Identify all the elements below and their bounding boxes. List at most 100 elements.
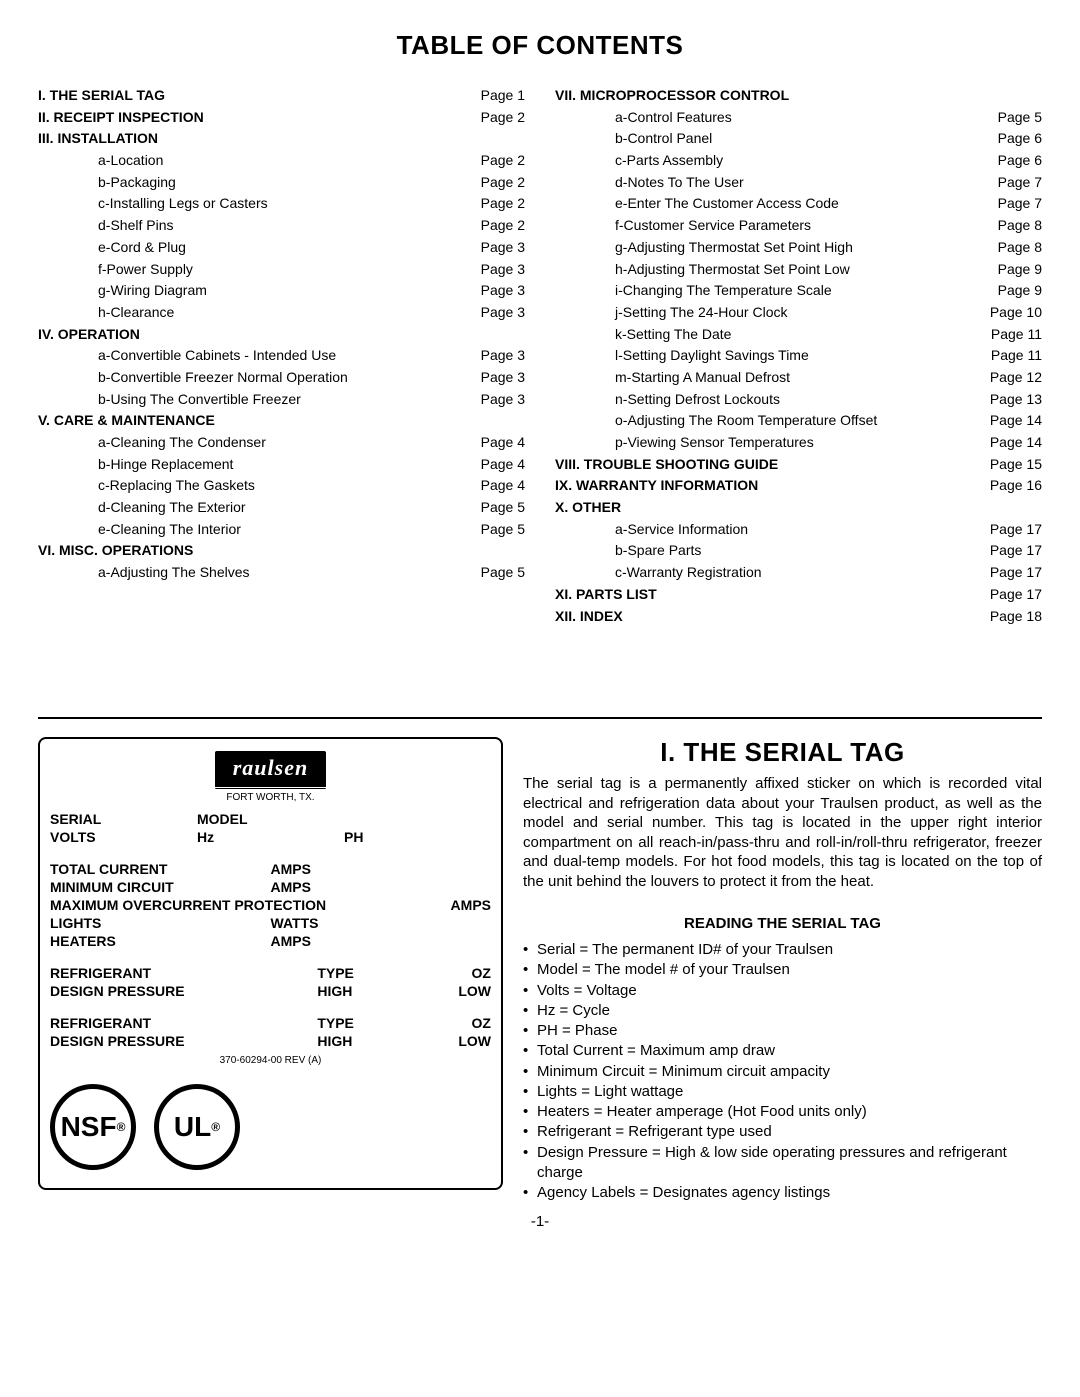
toc-page: Page 2: [471, 150, 525, 172]
toc-label: k-Setting The Date: [555, 324, 731, 346]
toc-label: e-Cleaning The Interior: [38, 519, 241, 541]
toc-page: Page 5: [988, 107, 1042, 129]
toc-row: c-Installing Legs or CastersPage 2: [38, 193, 525, 215]
toc-label: a-Service Information: [555, 519, 748, 541]
bullet-item: •Design Pressure = High & low side opera…: [523, 1143, 1042, 1184]
toc-label: d-Notes To The User: [555, 172, 744, 194]
toc-page: Page 10: [980, 302, 1042, 324]
toc-row: b-Control PanelPage 6: [555, 128, 1042, 150]
tag-design-pressure-label-2: DESIGN PRESSURE: [50, 1033, 317, 1049]
brand-location: FORT WORTH, TX.: [50, 792, 491, 803]
toc-label: f-Power Supply: [38, 259, 193, 281]
bullet-dot-icon: •: [523, 940, 537, 960]
toc-page: Page 3: [471, 259, 525, 281]
toc-row: b-Convertible Freezer Normal OperationPa…: [38, 367, 525, 389]
toc-label: VII. MICROPROCESSOR CONTROL: [555, 85, 789, 107]
toc-page: Page 8: [988, 215, 1042, 237]
toc-label: a-Adjusting The Shelves: [38, 562, 250, 584]
bullet-item: •Minimum Circuit = Minimum circuit ampac…: [523, 1062, 1042, 1082]
tag-type-label-2: TYPE: [317, 1015, 451, 1031]
toc-label: h-Adjusting Thermostat Set Point Low: [555, 259, 850, 281]
toc-label: n-Setting Defrost Lockouts: [555, 389, 780, 411]
toc-label: VI. MISC. OPERATIONS: [38, 540, 193, 562]
brand-logo: raulsen: [215, 751, 326, 790]
toc-page: Page 5: [471, 497, 525, 519]
toc-label: f-Customer Service Parameters: [555, 215, 811, 237]
toc-label: e-Cord & Plug: [38, 237, 186, 259]
tag-type-label: TYPE: [317, 965, 451, 981]
toc-label: VIII. TROUBLE SHOOTING GUIDE: [555, 454, 778, 476]
toc-row: VII. MICROPROCESSOR CONTROL: [555, 85, 1042, 107]
toc-page: Page 2: [471, 215, 525, 237]
toc-page: Page 17: [980, 519, 1042, 541]
toc-row: d-Notes To The UserPage 7: [555, 172, 1042, 194]
toc-page: Page 11: [981, 345, 1042, 367]
bullet-text: Design Pressure = High & low side operat…: [537, 1143, 1042, 1184]
toc-page: Page 7: [988, 193, 1042, 215]
serial-tag-description: I. THE SERIAL TAG The serial tag is a pe…: [523, 737, 1042, 1203]
toc-row: XI. PARTS LISTPage 17: [555, 584, 1042, 606]
bullet-dot-icon: •: [523, 1183, 537, 1203]
divider: [38, 717, 1042, 719]
toc-page: Page 16: [980, 475, 1042, 497]
toc-row: IX. WARRANTY INFORMATIONPage 16: [555, 475, 1042, 497]
bullet-item: •Lights = Light wattage: [523, 1082, 1042, 1102]
toc-column-right: VII. MICROPROCESSOR CONTROLa-Control Fea…: [555, 85, 1042, 627]
toc-row: g-Wiring DiagramPage 3: [38, 280, 525, 302]
toc-label: m-Starting A Manual Defrost: [555, 367, 790, 389]
toc-label: a-Cleaning The Condenser: [38, 432, 266, 454]
toc-label: l-Setting Daylight Savings Time: [555, 345, 809, 367]
toc-label: g-Adjusting Thermostat Set Point High: [555, 237, 853, 259]
toc-page: Page 8: [988, 237, 1042, 259]
bullet-item: •Heaters = Heater amperage (Hot Food uni…: [523, 1102, 1042, 1122]
toc-label: a-Convertible Cabinets - Intended Use: [38, 345, 336, 367]
bullet-text: Agency Labels = Designates agency listin…: [537, 1183, 1042, 1203]
bullet-dot-icon: •: [523, 1001, 537, 1021]
toc-page: Page 15: [980, 454, 1042, 476]
toc-row: X. OTHER: [555, 497, 1042, 519]
toc-row: b-Hinge ReplacementPage 4: [38, 454, 525, 476]
toc-row: a-Control FeaturesPage 5: [555, 107, 1042, 129]
tag-amps-label-3: AMPS: [451, 897, 491, 913]
tag-model-label: MODEL: [197, 811, 344, 827]
bullet-dot-icon: •: [523, 1122, 537, 1142]
toc-page: [515, 128, 525, 150]
toc-row: c-Replacing The GasketsPage 4: [38, 475, 525, 497]
toc-row: IV. OPERATION: [38, 324, 525, 346]
toc-page: [515, 540, 525, 562]
toc-page: [515, 324, 525, 346]
toc-label: b-Control Panel: [555, 128, 712, 150]
tag-total-current-label: TOTAL CURRENT: [50, 861, 271, 877]
ul-reg-icon: ®: [211, 1120, 220, 1134]
toc-page: Page 17: [980, 540, 1042, 562]
toc-row: e-Cord & PlugPage 3: [38, 237, 525, 259]
toc-row: k-Setting The DatePage 11: [555, 324, 1042, 346]
tag-revision: 370-60294-00 REV (A): [50, 1055, 491, 1066]
bullet-text: Heaters = Heater amperage (Hot Food unit…: [537, 1102, 1042, 1122]
toc-row: b-Using The Convertible FreezerPage 3: [38, 389, 525, 411]
toc-page: Page 17: [980, 584, 1042, 606]
bullet-text: PH = Phase: [537, 1021, 1042, 1041]
tag-low-label-2: LOW: [451, 1033, 491, 1049]
bullet-item: •Agency Labels = Designates agency listi…: [523, 1183, 1042, 1203]
toc-row: b-Spare PartsPage 17: [555, 540, 1042, 562]
toc-label: o-Adjusting The Room Temperature Offset: [555, 410, 877, 432]
toc-label: II. RECEIPT INSPECTION: [38, 107, 204, 129]
toc-label: III. INSTALLATION: [38, 128, 158, 150]
tag-volts-label: VOLTS: [50, 829, 197, 845]
toc-label: e-Enter The Customer Access Code: [555, 193, 839, 215]
tag-design-pressure-label: DESIGN PRESSURE: [50, 983, 317, 999]
bullet-text: Volts = Voltage: [537, 981, 1042, 1001]
bullet-text: Lights = Light wattage: [537, 1082, 1042, 1102]
section-1-body: The serial tag is a permanently affixed …: [523, 774, 1042, 891]
toc-row: f-Power Supply Page 3: [38, 259, 525, 281]
toc-row: h-Adjusting Thermostat Set Point LowPage…: [555, 259, 1042, 281]
toc-page: Page 2: [471, 107, 525, 129]
toc-label: h-Clearance: [38, 302, 174, 324]
tag-amps-label: AMPS: [271, 861, 381, 877]
toc-label: c-Parts Assembly: [555, 150, 723, 172]
bullet-text: Minimum Circuit = Minimum circuit ampaci…: [537, 1062, 1042, 1082]
toc-page: Page 3: [471, 280, 525, 302]
lower-section: raulsen FORT WORTH, TX. SERIAL MODEL VOL…: [38, 737, 1042, 1203]
toc-row: I. THE SERIAL TAGPage 1: [38, 85, 525, 107]
